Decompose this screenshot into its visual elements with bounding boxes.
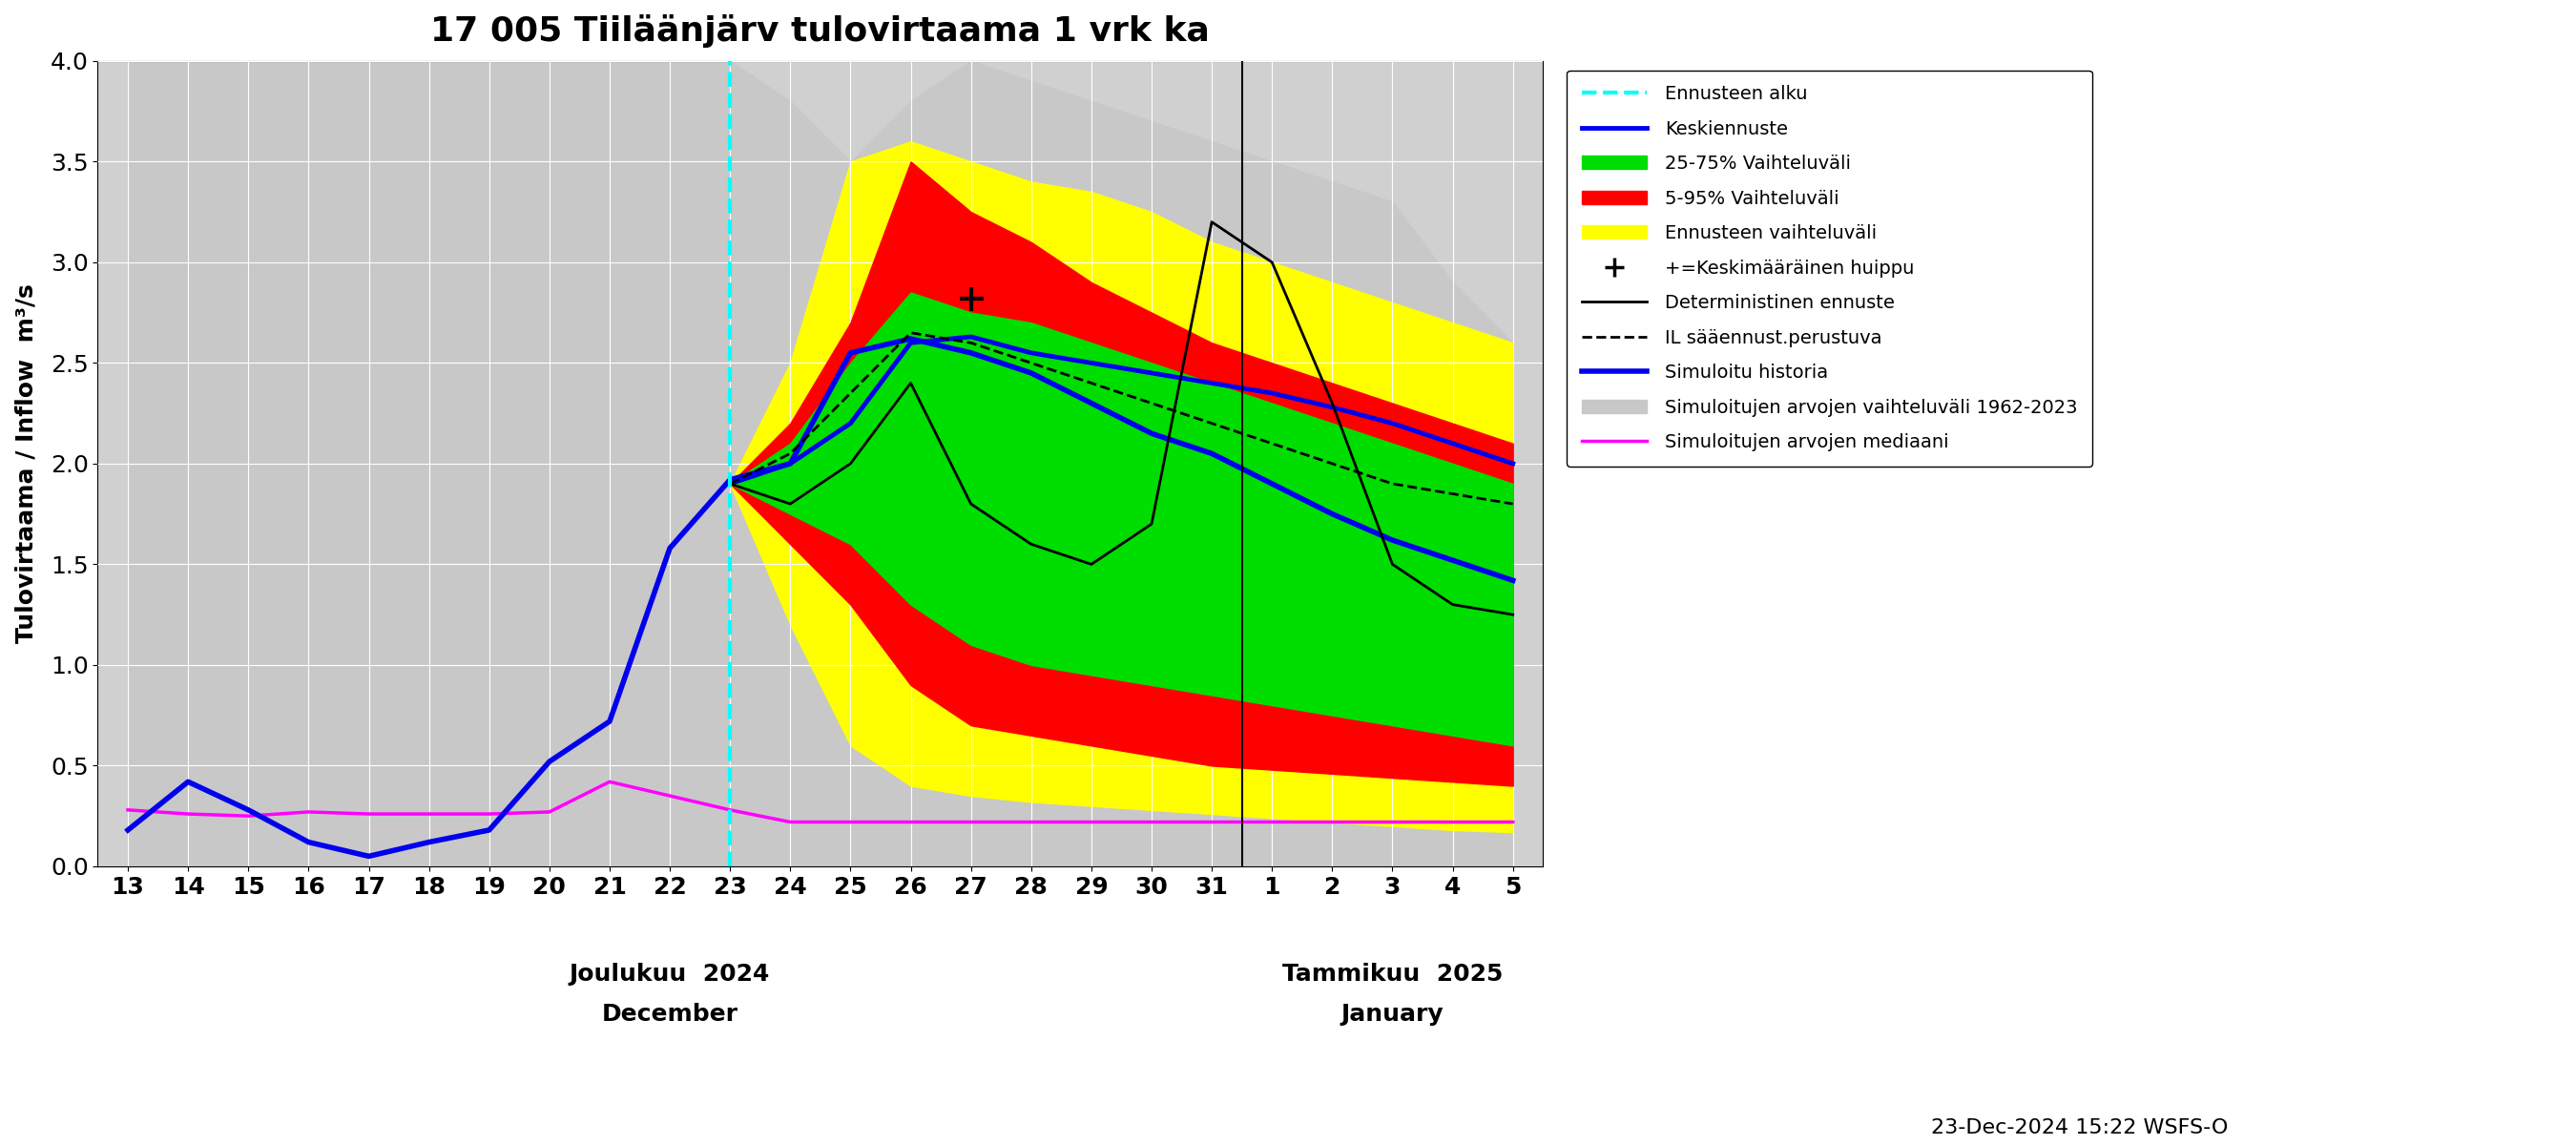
Text: January: January	[1342, 1003, 1443, 1026]
Title: 17 005 Tiiläänjärv tulovirtaama 1 vrk ka: 17 005 Tiiläänjärv tulovirtaama 1 vrk ka	[430, 14, 1211, 48]
Legend: Ennusteen alku, Keskiennuste, 25-75% Vaihteluväli, 5-95% Vaihteluväli, Ennusteen: Ennusteen alku, Keskiennuste, 25-75% Vai…	[1566, 70, 2092, 466]
Y-axis label: Tulovirtaama / Inflow  m³/s: Tulovirtaama / Inflow m³/s	[15, 284, 36, 643]
Text: Tammikuu  2025: Tammikuu 2025	[1283, 963, 1502, 986]
Text: December: December	[603, 1003, 739, 1026]
Text: Joulukuu  2024: Joulukuu 2024	[569, 963, 770, 986]
Text: 23-Dec-2024 15:22 WSFS-O: 23-Dec-2024 15:22 WSFS-O	[1932, 1119, 2228, 1137]
